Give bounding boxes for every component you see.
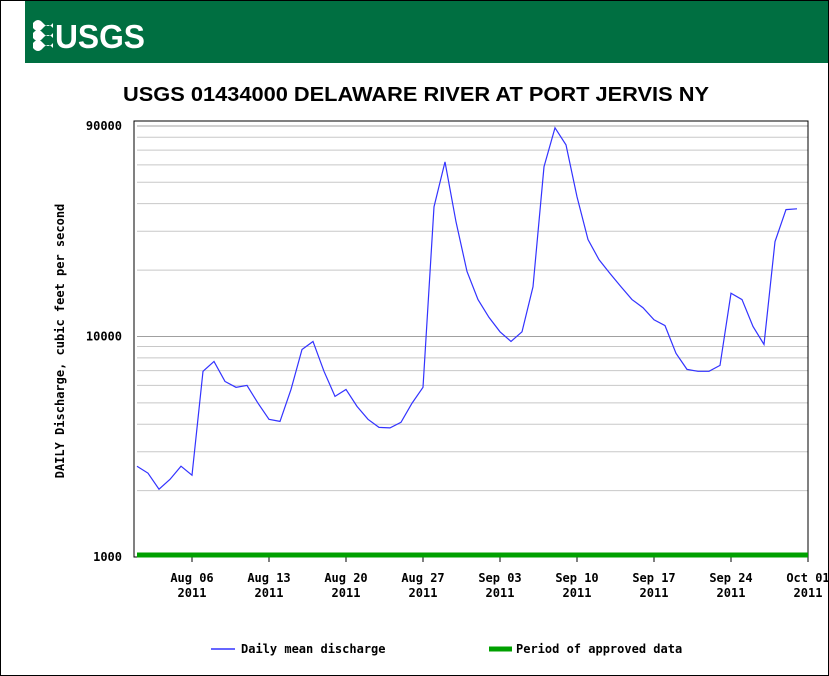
plot-frame bbox=[133, 120, 809, 558]
data-line bbox=[136, 126, 798, 491]
x-tick-label: Sep 17 2011 bbox=[632, 571, 676, 600]
legend-label: Period of approved data bbox=[516, 642, 682, 656]
x-tick-label: Sep 24 2011 bbox=[709, 571, 753, 600]
x-tick-label: Aug 20 2011 bbox=[324, 571, 368, 600]
x-tick-label: Aug 13 2011 bbox=[247, 571, 291, 600]
logo-waves bbox=[33, 20, 53, 51]
chart-title: USGS 01434000 DELAWARE RIVER AT PORT JER… bbox=[123, 84, 710, 106]
logo: USGS bbox=[55, 18, 145, 55]
x-tick-label: Oct 01 2011 bbox=[786, 571, 829, 600]
y-tick-label: 90000 bbox=[86, 119, 122, 133]
x-tick-label: Sep 10 2011 bbox=[555, 571, 599, 600]
y-tick-label: 1000 bbox=[93, 550, 122, 564]
x-tick-label: Aug 27 2011 bbox=[401, 571, 445, 600]
y-tick-label: 10000 bbox=[86, 329, 122, 343]
x-tick-label: Sep 03 2011 bbox=[478, 571, 522, 600]
header-bar bbox=[25, 1, 828, 63]
x-tick-label: Aug 06 2011 bbox=[170, 571, 214, 600]
legend-label: Daily mean discharge bbox=[241, 642, 386, 656]
y-axis-label: DAILY Discharge, cubic feet per second bbox=[53, 204, 67, 479]
